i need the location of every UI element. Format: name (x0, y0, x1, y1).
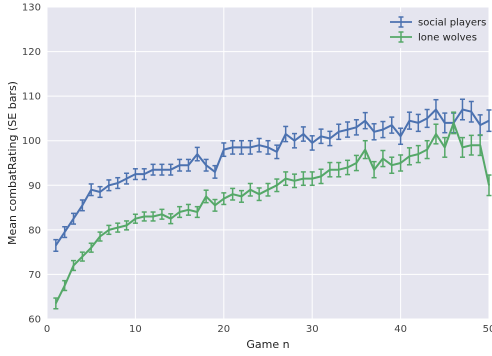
series-line (54, 108, 490, 247)
y-tick-label: 80 (28, 225, 41, 236)
series-layer (53, 98, 492, 310)
y-tick-label: 60 (28, 315, 41, 326)
x-tick-label: 40 (394, 324, 407, 335)
x-tick-labels: 0 10 20 30 40 50 (44, 324, 492, 335)
legend-label: lone wolves (418, 33, 477, 44)
y-tick-label: 110 (22, 92, 41, 103)
legend-label: social players (418, 18, 486, 29)
x-tick-label: 0 (44, 324, 50, 335)
series-social-players (53, 98, 492, 253)
legend: social players lone wolves (385, 12, 486, 48)
y-tick-label: 120 (22, 47, 41, 58)
legend-item: social players (390, 16, 486, 29)
x-axis-label: Game n (246, 338, 289, 351)
x-tick-label: 30 (306, 324, 319, 335)
y-axis-label: Mean combatRating (SE bars) (6, 81, 19, 245)
series-lone-wolves (53, 111, 492, 310)
series-line (54, 121, 490, 304)
y-tick-label: 130 (22, 3, 41, 14)
x-tick-label: 50 (483, 324, 492, 335)
x-tick-label: 20 (217, 324, 230, 335)
legend-item: lone wolves (390, 31, 477, 44)
y-tick-label: 100 (22, 136, 41, 147)
plot-background (47, 7, 489, 319)
y-tick-label: 90 (28, 181, 41, 192)
x-tick-label: 10 (129, 324, 142, 335)
y-tick-label: 70 (28, 270, 41, 281)
y-tick-labels: 60 70 80 90 100 110 120 130 (22, 3, 41, 326)
